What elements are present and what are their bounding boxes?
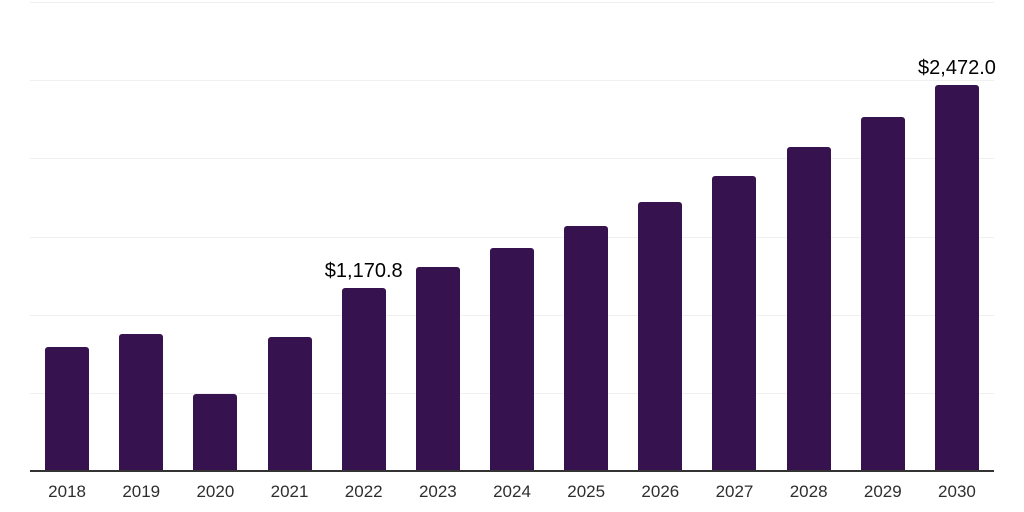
bar-2030 xyxy=(934,84,979,471)
bar-slot-2023 xyxy=(401,2,475,471)
gridline-2500 xyxy=(30,80,994,82)
bars-container: $1,170.8 $2,472.0 xyxy=(30,2,996,471)
bar-slot-2018 xyxy=(30,2,104,471)
bar-2025 xyxy=(564,226,609,471)
bar-2023 xyxy=(415,267,460,471)
bar-slot-2030: $2,472.0 xyxy=(918,2,996,471)
gridline-1500 xyxy=(30,236,994,238)
x-tick-2024: 2024 xyxy=(493,482,531,501)
bar-2018 xyxy=(45,346,90,471)
x-tick-2029: 2029 xyxy=(863,482,902,501)
bar-slot-2027 xyxy=(697,2,771,471)
x-tick-2020: 2020 xyxy=(196,482,235,501)
gridline-3000 xyxy=(30,2,994,3)
bar-slot-2019 xyxy=(104,2,178,471)
bar-2021 xyxy=(267,336,312,471)
data-label-2022: $1,170.8 xyxy=(324,259,403,282)
bar-2022 xyxy=(341,287,386,471)
bar-2029 xyxy=(860,116,905,471)
bar-slot-2020 xyxy=(178,2,252,471)
x-tick-2019: 2019 xyxy=(122,482,161,501)
x-tick-2030: 2030 xyxy=(938,482,976,501)
bar-2024 xyxy=(490,248,535,471)
x-tick-2025: 2025 xyxy=(567,482,606,501)
x-tick-2026: 2026 xyxy=(641,482,680,501)
bar-2026 xyxy=(638,202,683,471)
bar-slot-2022: $1,170.8 xyxy=(324,2,403,471)
bar-slot-2025 xyxy=(549,2,623,471)
x-tick-2022: 2022 xyxy=(344,482,383,501)
bar-slot-2028 xyxy=(772,2,846,471)
bar-2027 xyxy=(712,176,757,471)
bar-2020 xyxy=(193,394,238,471)
bar-2028 xyxy=(786,147,831,471)
x-tick-2023: 2023 xyxy=(418,482,457,501)
data-label-2030: $2,472.0 xyxy=(918,56,996,79)
x-tick-2027: 2027 xyxy=(715,482,754,501)
bar-2019 xyxy=(119,334,164,471)
bar-slot-2029 xyxy=(846,2,920,471)
x-axis-labels: 2018 2019 2020 2021 2022 2023 2024 2025 2026 2027… xyxy=(30,482,994,502)
x-tick-2021: 2021 xyxy=(270,482,309,501)
x-tick-2018: 2018 xyxy=(48,482,86,501)
bar-slot-2026 xyxy=(623,2,697,471)
bar-slot-2021 xyxy=(252,2,326,471)
plot-area: $1,170.8 $2,472.0 xyxy=(30,2,996,472)
bar-slot-2024 xyxy=(475,2,549,471)
x-tick-2028: 2028 xyxy=(789,482,828,501)
gridline-2000 xyxy=(30,158,994,160)
x-axis-line xyxy=(30,470,994,472)
